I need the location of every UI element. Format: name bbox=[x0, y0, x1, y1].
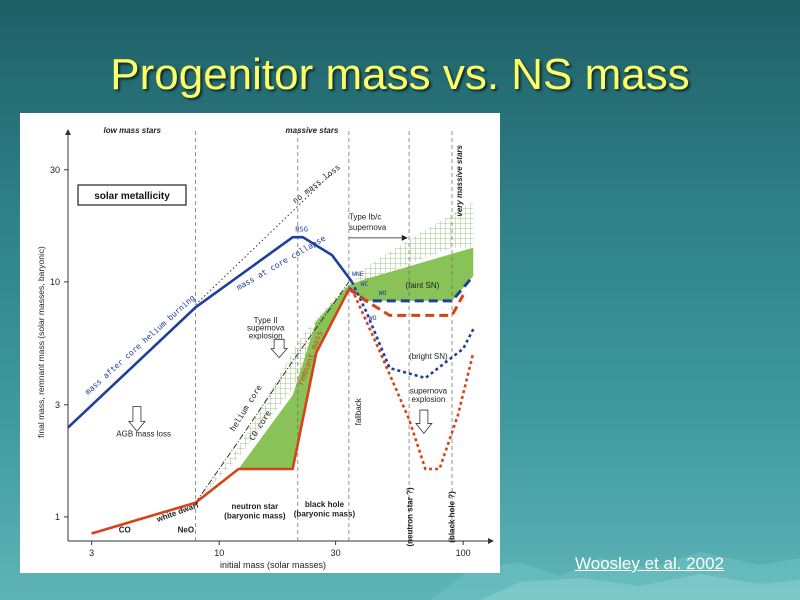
x-axis-arrow bbox=[488, 538, 494, 544]
series-line-remnant-dashed bbox=[348, 288, 465, 317]
wave-decoration bbox=[430, 552, 800, 600]
green-region bbox=[238, 247, 474, 469]
label-rsg: RSG bbox=[295, 225, 308, 233]
y-axis-arrow bbox=[65, 129, 71, 135]
series-line-remnant-mass bbox=[91, 288, 351, 535]
label-black-hole-2: (baryonic mass) bbox=[294, 509, 356, 518]
label-wne: WNE bbox=[352, 270, 364, 278]
label-very-massive-stars: very massive stars bbox=[455, 144, 464, 216]
x-tick-label: 100 bbox=[456, 548, 471, 558]
label-no-mass-loss: no mass loss bbox=[291, 163, 342, 206]
series-line-wne-wc-wo bbox=[348, 275, 475, 303]
label-type-ii-1: Type II bbox=[254, 316, 278, 325]
label-supernova-2: explosion bbox=[411, 395, 445, 404]
label-white-dwarf: white dwarf bbox=[154, 500, 200, 524]
label-co: CO bbox=[119, 525, 131, 534]
y-tick-label: 10 bbox=[50, 277, 60, 287]
label-faint-sn: (faint SN) bbox=[405, 281, 439, 290]
label-bright-sn: (bright SN) bbox=[409, 352, 448, 361]
label-black-hole-q: (black hole ?) bbox=[447, 491, 456, 543]
label-fallback: fallback bbox=[354, 397, 363, 425]
agb-arrow bbox=[128, 406, 146, 433]
helium-core-line bbox=[195, 281, 350, 503]
label-massive-stars: massive stars bbox=[286, 126, 339, 135]
series-line-supernova bbox=[350, 288, 475, 471]
label-neutron-star-q: (neutron star ?) bbox=[406, 487, 415, 546]
label-type-ii-2: supernova bbox=[247, 324, 285, 333]
label-agb-mass-loss: AGB mass loss bbox=[116, 429, 171, 438]
label-neutron-star-2: (baryonic mass) bbox=[224, 511, 286, 520]
y-tick-label: 3 bbox=[55, 400, 60, 410]
label-low-mass-stars: low mass stars bbox=[104, 126, 162, 135]
type-ibc-arrowhead bbox=[401, 234, 408, 241]
label-core-helium-burning: mass after core helium burning bbox=[83, 293, 197, 396]
y-axis-label: final mass, remnant mass (solar masses, … bbox=[36, 246, 46, 438]
y-tick-label: 30 bbox=[50, 165, 60, 175]
x-axis-label: initial mass (solar masses) bbox=[220, 560, 326, 570]
label-mass-at-core-collapse: mass at core collapse bbox=[235, 234, 327, 292]
y-tick-label: 1 bbox=[55, 512, 60, 522]
series-line-bright-sn bbox=[350, 281, 475, 380]
label-neo: NeO bbox=[178, 525, 194, 534]
solar-metallicity-box bbox=[77, 184, 187, 206]
label-neutron-star-1: neutron star bbox=[232, 502, 279, 511]
label-wo-upper: WO bbox=[379, 289, 387, 297]
supernova-arrow bbox=[415, 409, 433, 435]
hatched-region bbox=[195, 201, 474, 503]
slide-title: Progenitor mass vs. NS mass bbox=[110, 50, 690, 99]
series-line-core-helium bbox=[67, 235, 354, 429]
chart-svg: 3 10 30 100 1 3 10 30 initial mass (solar masses… bbox=[36, 126, 494, 570]
x-tick-label: 30 bbox=[331, 548, 341, 558]
label-wo-lower: WO bbox=[369, 314, 377, 322]
citation-link[interactable]: Woosley et al. 2002 bbox=[575, 554, 724, 573]
chart-figure: 3 10 30 100 1 3 10 30 initial mass (solar masses… bbox=[20, 113, 500, 573]
label-black-hole-1: black hole bbox=[305, 500, 345, 509]
x-tick-label: 3 bbox=[89, 548, 94, 558]
solar-metallicity-label: solar metallicity bbox=[94, 191, 170, 202]
label-supernova-1: supernova bbox=[410, 387, 448, 396]
type-ii-arrow bbox=[270, 338, 289, 359]
x-tick-label: 10 bbox=[214, 548, 224, 558]
label-wc: WC bbox=[361, 280, 369, 288]
label-type-ibc-2: supernova bbox=[349, 223, 387, 232]
label-type-ibc-1: Type Ib/c bbox=[349, 213, 381, 222]
label-type-ii-3: explosion bbox=[249, 331, 283, 340]
